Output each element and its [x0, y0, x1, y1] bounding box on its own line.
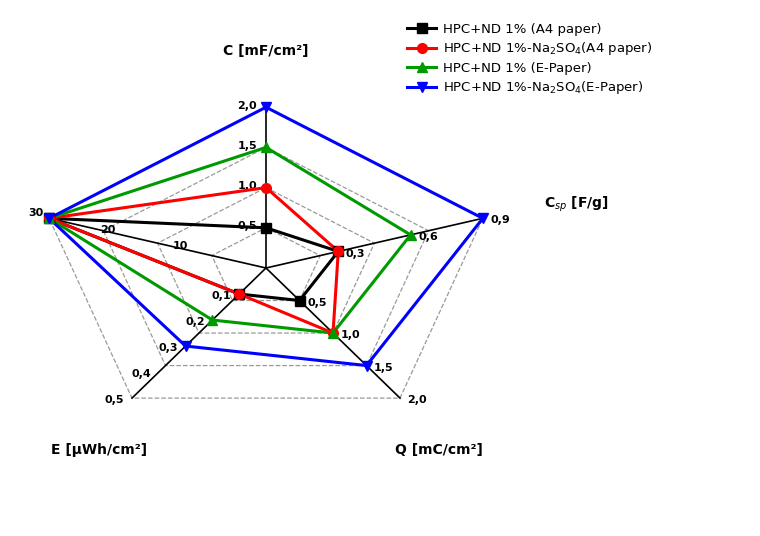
Text: 10: 10	[173, 241, 188, 251]
Text: 0,5: 0,5	[105, 395, 125, 405]
Text: 2,0: 2,0	[407, 395, 427, 405]
Text: 20: 20	[100, 225, 116, 235]
Text: Q [mC/cm²]: Q [mC/cm²]	[394, 443, 483, 457]
Text: 1,0: 1,0	[237, 181, 257, 191]
Text: 0,5: 0,5	[307, 297, 327, 308]
Text: 0,4: 0,4	[131, 369, 151, 379]
Text: 0,1: 0,1	[212, 291, 232, 301]
Text: 0,2: 0,2	[185, 317, 204, 327]
Text: C [mF/cm²]: C [mF/cm²]	[223, 44, 309, 58]
Text: 0,9: 0,9	[490, 215, 510, 226]
Text: 0,3: 0,3	[346, 249, 366, 258]
Text: 0,6: 0,6	[418, 232, 438, 242]
Legend: HPC+ND 1% (A4 paper), HPC+ND 1%-Na$_2$SO$_4$(A4 paper), HPC+ND 1% (E-Paper), HPC: HPC+ND 1% (A4 paper), HPC+ND 1%-Na$_2$SO…	[402, 17, 657, 102]
Text: 1,0: 1,0	[340, 330, 360, 340]
Text: C$_{sp}$ [F/g]: C$_{sp}$ [F/g]	[544, 195, 609, 214]
Text: 1,5: 1,5	[237, 141, 257, 151]
Text: E [μWh/cm²]: E [μWh/cm²]	[51, 443, 147, 457]
Text: 30: 30	[28, 208, 43, 218]
Text: 0,3: 0,3	[159, 343, 178, 353]
Text: 1,5: 1,5	[374, 363, 394, 373]
Text: 2,0: 2,0	[237, 101, 257, 110]
Text: 0,5: 0,5	[237, 221, 257, 231]
